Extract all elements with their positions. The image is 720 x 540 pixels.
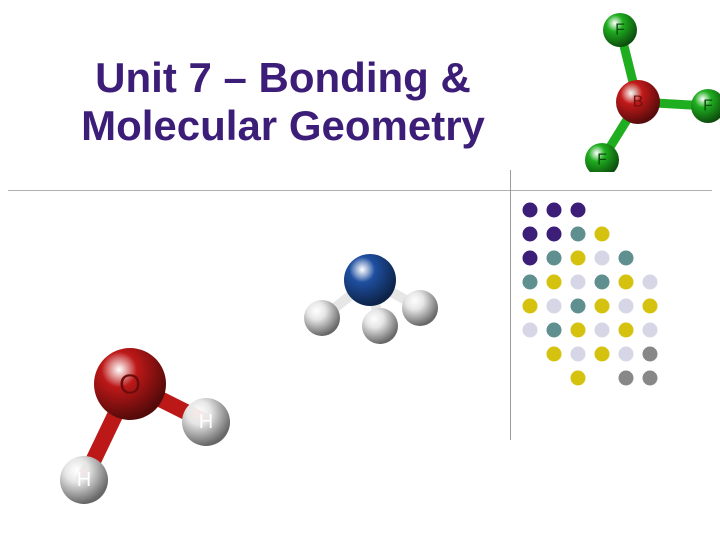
svg-text:H: H xyxy=(77,469,91,491)
molecule-h2o: H H O xyxy=(34,320,244,520)
svg-text:F: F xyxy=(703,98,713,115)
horizontal-divider xyxy=(8,190,712,191)
molecule-bf3: F F F B xyxy=(550,2,720,172)
title-line-1: Unit 7 – Bonding & xyxy=(95,54,471,101)
svg-text:F: F xyxy=(615,22,625,39)
svg-text:F: F xyxy=(597,152,607,169)
vertical-divider xyxy=(510,170,511,440)
page-title: Unit 7 – Bonding & Molecular Geometry xyxy=(48,54,518,151)
svg-text:O: O xyxy=(119,369,141,400)
molecule-nh3 xyxy=(280,240,450,360)
title-line-2: Molecular Geometry xyxy=(81,102,485,149)
svg-text:B: B xyxy=(633,94,644,111)
svg-text:H: H xyxy=(199,411,213,433)
